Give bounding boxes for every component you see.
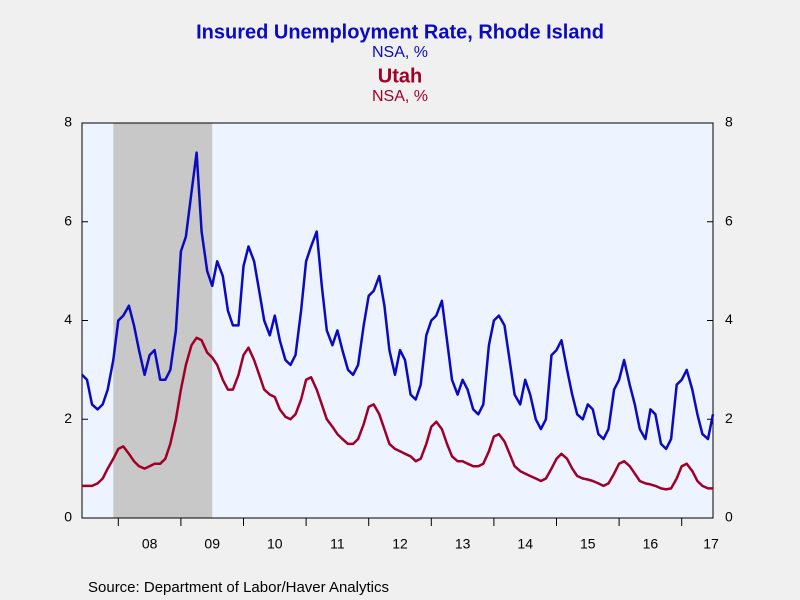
series-line — [82, 336, 713, 491]
subtitle: NSA, % — [372, 88, 428, 105]
y2-tick-label: 2 — [725, 410, 733, 426]
y2-tick-label: 8 — [725, 114, 733, 130]
y-tick-label: 2 — [64, 410, 72, 426]
title: Insured Unemployment Rate, Rhode Island — [196, 21, 604, 43]
x-tick-label: 11 — [330, 536, 345, 552]
x-tick-label: 10 — [267, 536, 283, 552]
x-tick-label: 13 — [455, 536, 471, 552]
recession-band — [113, 123, 213, 518]
y-tick-label: 8 — [64, 114, 72, 130]
title: Utah — [378, 65, 422, 87]
y2-tick-label: 0 — [725, 509, 733, 525]
x-tick-label: 14 — [517, 536, 533, 552]
x-tick-label: 16 — [643, 536, 659, 552]
y-tick-label: 4 — [64, 311, 72, 327]
x-tick-label: 15 — [580, 536, 596, 552]
y-tick-label: 0 — [64, 509, 72, 525]
x-tick-label: 08 — [142, 536, 158, 552]
source: Source: Department of Labor/Haver Analyt… — [88, 579, 389, 596]
subtitle: NSA, % — [372, 44, 428, 61]
x-tick-label: 12 — [392, 536, 408, 552]
y-tick-label: 6 — [64, 212, 72, 228]
x-tick-label: 09 — [204, 536, 220, 552]
x-tick-label: 17 — [703, 536, 719, 552]
series-line — [81, 151, 715, 451]
y2-tick-label: 4 — [725, 311, 733, 327]
y2-tick-label: 6 — [725, 212, 733, 228]
